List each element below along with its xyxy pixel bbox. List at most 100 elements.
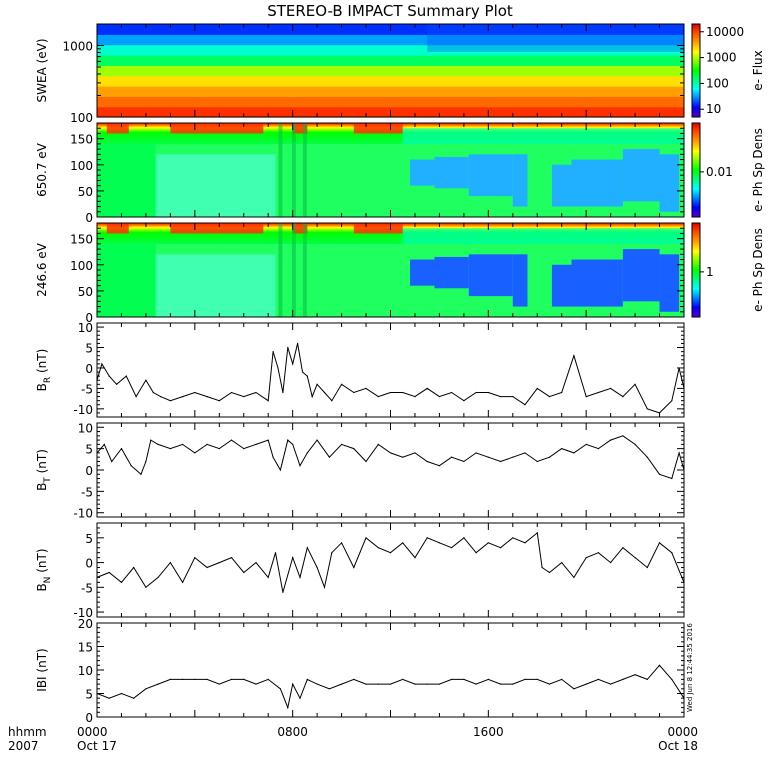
data-point [524, 452, 526, 454]
data-point [316, 439, 318, 441]
data-point [683, 697, 685, 699]
y-tick-label: 5 [85, 342, 93, 356]
data-point [133, 697, 135, 699]
data-point [353, 391, 355, 394]
data-point [646, 408, 648, 410]
data-point [365, 537, 367, 539]
data-point [301, 371, 304, 373]
data-point [377, 396, 379, 398]
data-point [230, 678, 233, 681]
data-point [145, 460, 147, 463]
data-point [487, 391, 489, 394]
data-point [548, 396, 551, 398]
data-point [438, 396, 440, 398]
data-point [536, 387, 538, 389]
heat-band [402, 228, 684, 244]
time-tick-label: 0000 [77, 725, 108, 739]
data-point [306, 452, 308, 454]
data-point [328, 688, 330, 690]
data-point [377, 547, 379, 549]
heat-band [97, 34, 684, 46]
data-point [218, 683, 220, 685]
data-point [353, 448, 355, 450]
heat-band [155, 254, 276, 317]
data-point [194, 391, 196, 394]
data-point [243, 396, 245, 398]
data-point [274, 552, 277, 554]
data-point [573, 576, 575, 579]
data-point [218, 400, 220, 402]
data-point [622, 547, 624, 549]
data-point [658, 664, 661, 666]
y-tick-label: -10 [73, 507, 93, 521]
data-point [96, 692, 98, 695]
data-point [230, 439, 233, 441]
heat-streak [291, 223, 296, 317]
data-point [463, 400, 465, 402]
date-tick-label: Oct 17 [77, 739, 117, 753]
colorbar-label: e- Ph Sp Dens [751, 128, 765, 212]
data-point [111, 460, 113, 463]
colorbar-tick-label: 1 [706, 265, 714, 279]
data-point [512, 396, 514, 398]
time-tick-label: 0000 [667, 725, 698, 739]
data-point [438, 465, 440, 467]
data-point [316, 683, 318, 685]
y-tick-label: 150 [70, 133, 93, 147]
panel-frame [96, 622, 685, 718]
data-point [683, 581, 685, 584]
data-point [402, 456, 404, 458]
heat-band [97, 143, 156, 217]
data-point [130, 465, 132, 467]
data-point [646, 456, 648, 458]
date-tick-label: Oct 18 [658, 739, 698, 753]
colorbar [691, 23, 701, 118]
data-point [548, 456, 551, 458]
heat-band [97, 86, 684, 97]
data-point [573, 452, 575, 454]
y-tick-label: -5 [81, 485, 93, 499]
data-point [585, 557, 587, 559]
data-point [341, 683, 343, 685]
data-point [487, 542, 489, 544]
data-point [255, 683, 257, 685]
heat-band [410, 159, 435, 186]
data-point [120, 692, 123, 695]
data-point [512, 537, 514, 539]
data-point [218, 562, 220, 564]
colorbar-label: e- Ph Sp Dens [751, 228, 765, 312]
heat-band [468, 154, 513, 197]
data-point [299, 697, 301, 699]
panel-bn: -10 -5 0 5 BN (nT) [35, 522, 685, 620]
data-point [561, 678, 563, 681]
data-point [101, 363, 103, 365]
data-point [299, 576, 301, 579]
panel-bmag: 0 5 10 15 20 IBI (nT) [35, 617, 685, 725]
data-point [683, 469, 685, 471]
panel-246eV: 0 50 100 150 246.6 eV 1 e- Ph Sp Dens [35, 222, 765, 325]
data-point [610, 439, 612, 441]
heat-band [106, 123, 129, 134]
data-point [463, 678, 465, 681]
data-point [267, 400, 269, 402]
data-point [108, 697, 110, 699]
heat-band [353, 223, 403, 234]
data-point [255, 443, 257, 445]
y-tick-label: 5 [85, 688, 93, 702]
y-tick-label: 0 [85, 557, 93, 571]
data-point [316, 383, 318, 385]
data-point [353, 678, 355, 681]
data-point [306, 375, 308, 377]
data-point [548, 571, 551, 574]
data-point [646, 678, 648, 681]
panel-y-label: 650.7 eV [35, 142, 49, 197]
data-point [297, 342, 299, 344]
data-point [282, 391, 284, 394]
data-point [218, 448, 220, 450]
data-point [475, 552, 477, 554]
panel-swea: 100 1000 SWEA (eV) 10 100 1000 10000 e- Flux [35, 23, 765, 125]
data-point [182, 581, 184, 584]
data-point [323, 586, 326, 588]
heat-streak [291, 123, 296, 217]
